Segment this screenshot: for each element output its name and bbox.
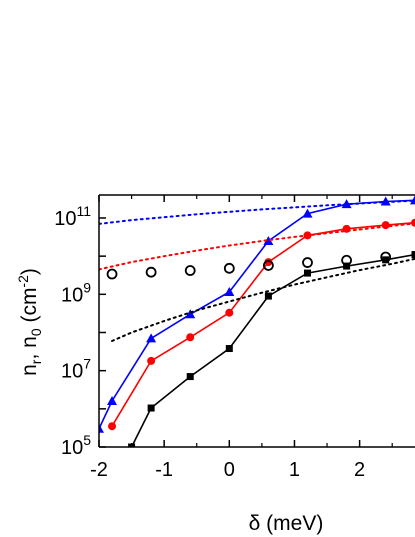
- y-tick-label: 1011: [54, 203, 91, 230]
- data-point: [145, 266, 157, 278]
- data-point: [302, 208, 313, 218]
- y-tick-exp: 7: [83, 356, 91, 372]
- x-axis-title: δ (meV): [249, 512, 324, 535]
- series-6: [111, 257, 415, 342]
- series-1: [108, 218, 415, 431]
- data-point: [107, 396, 118, 406]
- y-tick-exp: 9: [83, 279, 91, 295]
- data-point: [343, 262, 351, 270]
- series-line: [99, 222, 415, 271]
- y-title-mid: , n: [18, 336, 41, 359]
- y-tick-label: 105: [61, 432, 91, 459]
- y-tick-base: 10: [61, 437, 83, 459]
- series-line: [130, 253, 415, 447]
- y-tick-label: 109: [61, 279, 91, 306]
- data-point: [263, 260, 274, 271]
- data-point: [382, 256, 390, 264]
- data-point: [411, 251, 415, 259]
- series-layer: [99, 195, 415, 447]
- series-line: [99, 199, 415, 225]
- data-point: [263, 235, 274, 245]
- data-point: [186, 373, 194, 381]
- y-tick-base: 10: [54, 208, 76, 230]
- x-tick-label: 2: [354, 459, 365, 481]
- data-point: [341, 254, 352, 266]
- x-tick-label: 1: [289, 459, 300, 481]
- series-3: [106, 251, 392, 280]
- data-point: [106, 268, 118, 280]
- y-title-unit-open: (cm: [18, 288, 41, 329]
- data-point: [185, 309, 196, 319]
- data-point: [410, 195, 415, 205]
- y-tick-exp: 5: [83, 432, 91, 448]
- data-point: [380, 251, 392, 263]
- data-point: [264, 292, 272, 300]
- data-point: [303, 269, 311, 277]
- data-point: [108, 422, 117, 431]
- data-point: [99, 423, 104, 433]
- data-point: [302, 257, 313, 268]
- y-title-sub1: r: [28, 359, 44, 364]
- series-line: [99, 199, 415, 430]
- data-point: [264, 258, 273, 267]
- data-point: [184, 265, 196, 276]
- y-title-unit-exp: -2: [15, 275, 31, 288]
- data-point: [146, 333, 157, 343]
- data-point: [147, 356, 156, 365]
- data-point: [381, 221, 390, 230]
- y-tick-base: 10: [61, 284, 83, 306]
- data-point: [380, 196, 391, 206]
- x-tick-label: 0: [224, 459, 235, 481]
- series-2: [128, 251, 415, 447]
- x-tick-label: -2: [90, 459, 108, 481]
- y-title-sub2: 0: [28, 328, 44, 336]
- y-tick-exp: 11: [76, 203, 91, 219]
- data-point: [225, 308, 234, 317]
- y-axis-title: nr, n0 (cm-2): [15, 268, 44, 376]
- data-point: [186, 333, 195, 342]
- series-0: [99, 195, 415, 433]
- series-5: [99, 222, 415, 271]
- y-tick-base: 10: [61, 361, 83, 383]
- y-title-unit-close: ): [18, 268, 41, 275]
- y-title-main: n: [18, 364, 41, 376]
- y-tick-label: 107: [61, 356, 91, 383]
- data-point: [224, 287, 235, 297]
- data-point: [223, 262, 235, 274]
- series-line: [111, 257, 415, 342]
- svg-text:nr, n0 (cm-2): nr, n0 (cm-2): [15, 268, 44, 376]
- data-point: [225, 345, 233, 353]
- series-line: [111, 221, 415, 427]
- axes: [98, 194, 415, 448]
- series-4: [99, 199, 415, 225]
- data-point: [147, 404, 155, 412]
- x-tick-label: -1: [155, 459, 173, 481]
